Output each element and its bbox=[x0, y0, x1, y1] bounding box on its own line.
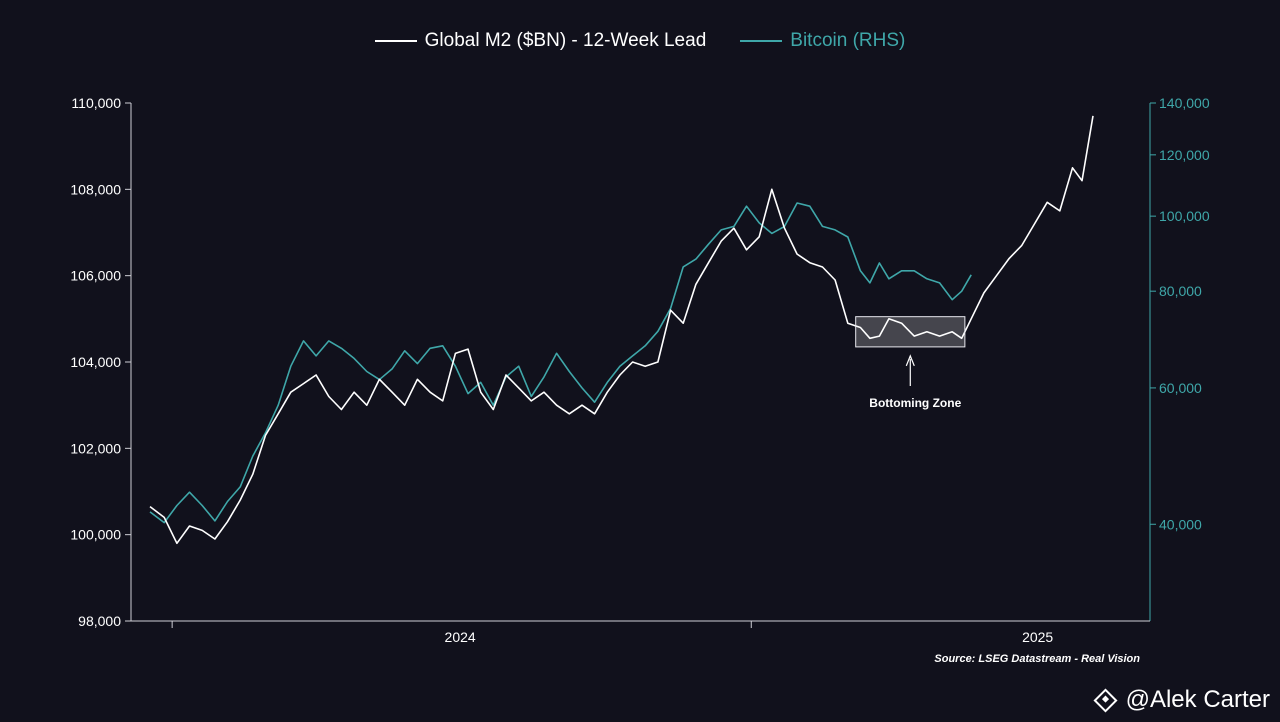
left-y-tick-label: 102,000 bbox=[70, 440, 121, 456]
left-y-tick-label: 106,000 bbox=[70, 268, 121, 284]
annotation-label: Bottoming Zone bbox=[869, 396, 961, 410]
source-note: Source: LSEG Datastream - Real Vision bbox=[934, 653, 1140, 665]
right-y-tick-label: 60,000 bbox=[1159, 380, 1202, 396]
legend-swatch-bitcoin bbox=[740, 40, 783, 42]
left-y-tick-label: 98,000 bbox=[78, 613, 121, 629]
right-y-tick-label: 40,000 bbox=[1159, 516, 1202, 532]
legend-item-bitcoin: Bitcoin (RHS) bbox=[740, 30, 905, 52]
chart-legend: Global M2 ($BN) - 12-Week Lead Bitcoin (… bbox=[0, 30, 1280, 52]
watermark-text: @Alek Carter bbox=[1125, 686, 1270, 713]
left-y-tick-label: 104,000 bbox=[70, 354, 121, 370]
right-y-tick-label: 140,000 bbox=[1159, 95, 1210, 111]
legend-label-bitcoin: Bitcoin (RHS) bbox=[790, 30, 906, 51]
left-y-tick-label: 100,000 bbox=[70, 527, 121, 543]
series-line-bitcoin bbox=[149, 202, 972, 524]
right-y-tick-label: 80,000 bbox=[1159, 283, 1202, 299]
binance-logo-icon bbox=[1093, 687, 1118, 713]
bottoming-zone-box bbox=[855, 316, 966, 348]
legend-item-m2: Global M2 ($BN) - 12-Week Lead bbox=[374, 30, 707, 52]
left-y-tick-label: 108,000 bbox=[70, 181, 121, 197]
right-y-tick-label: 120,000 bbox=[1159, 147, 1210, 163]
annotation-arrow-head bbox=[905, 354, 915, 367]
legend-swatch-m2 bbox=[374, 40, 417, 42]
x-tick-label: 2025 bbox=[1022, 629, 1053, 645]
watermark: @Alek Carter bbox=[1093, 686, 1270, 714]
series-line-global-m2 bbox=[149, 115, 1094, 545]
x-tick-label: 2024 bbox=[445, 629, 476, 645]
left-y-tick-label: 110,000 bbox=[71, 95, 121, 111]
legend-label-m2: Global M2 ($BN) - 12-Week Lead bbox=[424, 30, 707, 51]
right-y-tick-label: 100,000 bbox=[1159, 208, 1210, 224]
